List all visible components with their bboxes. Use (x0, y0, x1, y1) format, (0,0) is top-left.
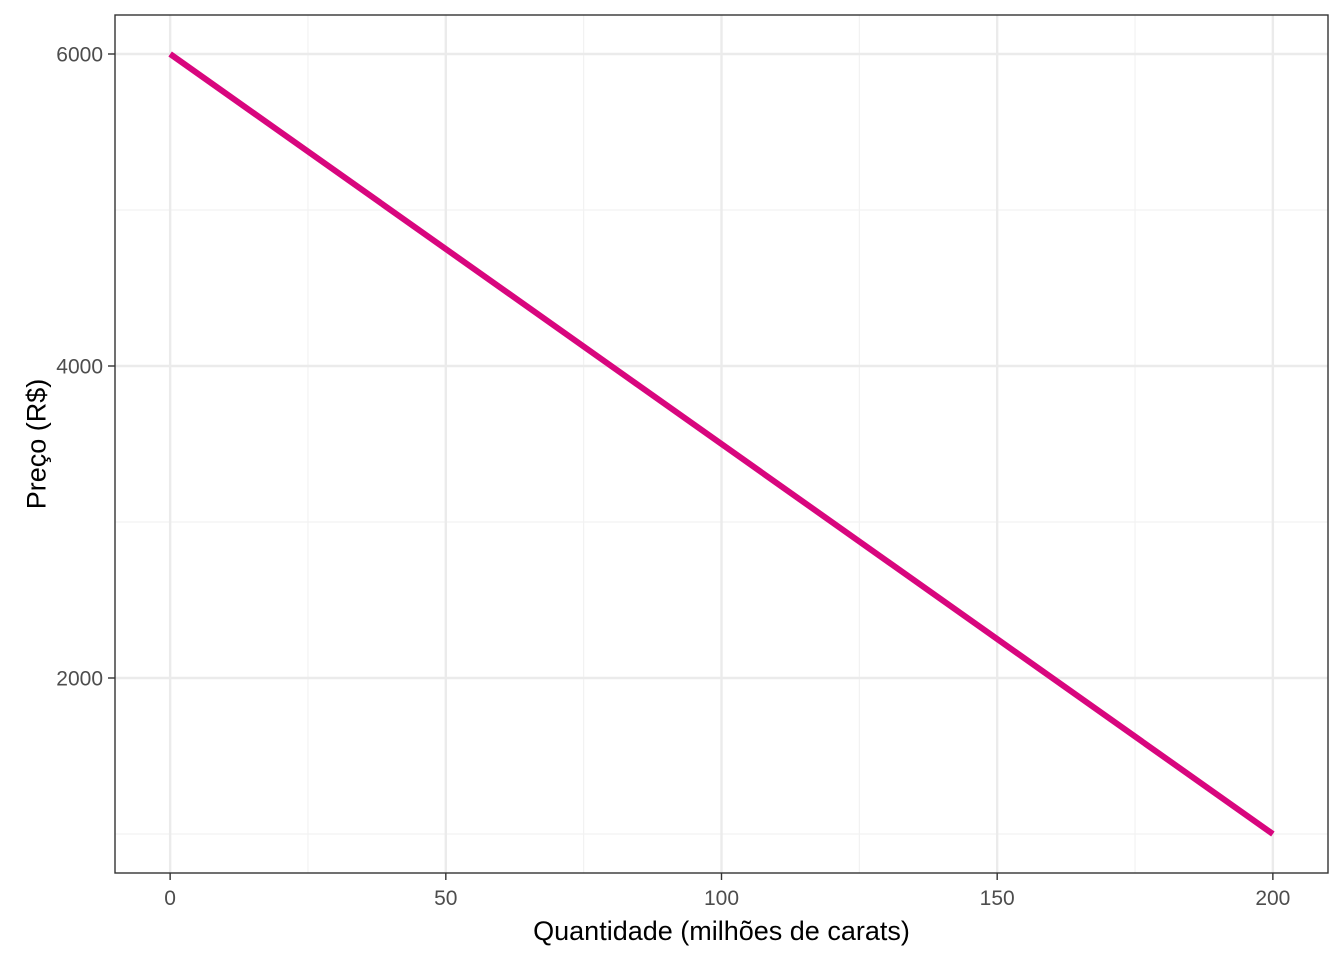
series-line-0 (168, 51, 1275, 837)
major-gridlines (115, 15, 1328, 873)
y-tick-label: 6000 (56, 44, 103, 67)
x-tick-label: 50 (434, 887, 457, 910)
y-axis-title: Preço (R$) (21, 379, 51, 510)
x-tick-label: 0 (164, 887, 176, 910)
x-tick-label: 200 (1255, 887, 1290, 910)
x-tick-label: 150 (980, 887, 1015, 910)
x-tick-label: 100 (704, 887, 739, 910)
series-layer (168, 51, 1275, 837)
y-tick-label: 4000 (56, 356, 103, 379)
x-axis-title: Quantidade (milhões de carats) (533, 916, 910, 946)
x-axis: 0 50 100 150 200 (164, 873, 1290, 910)
y-tick-label: 2000 (56, 668, 103, 691)
y-axis: 2000 4000 6000 (56, 44, 115, 691)
